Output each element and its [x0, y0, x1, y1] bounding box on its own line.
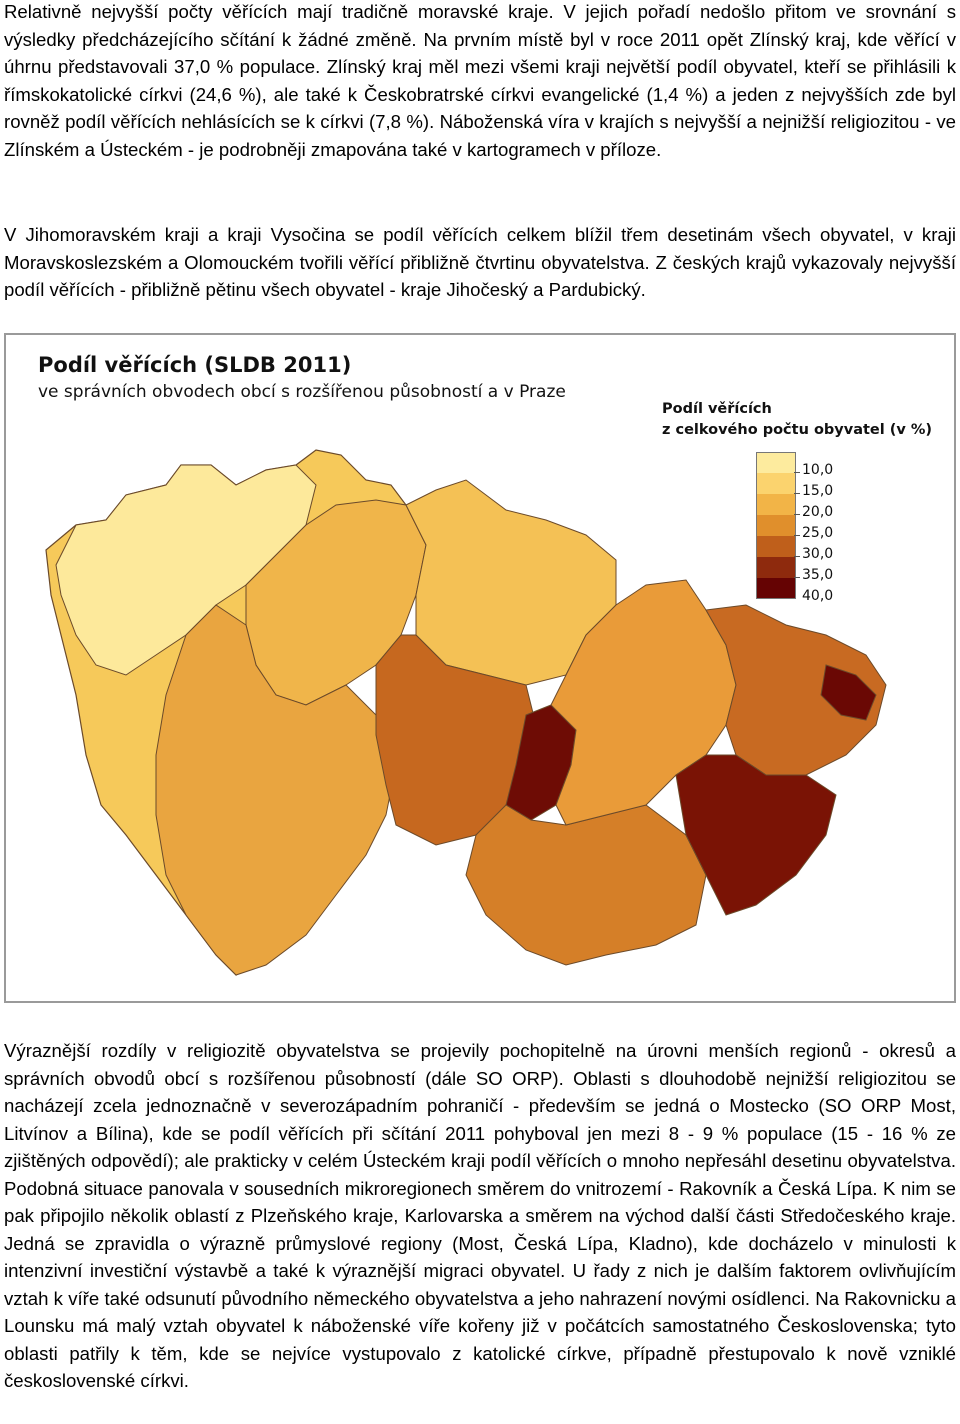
legend-swatch	[756, 578, 796, 599]
legend-title-line2: z celkového počtu obyvatel (v %)	[662, 422, 933, 438]
legend-label: 10,0	[802, 462, 834, 478]
legend-row: 15,0	[756, 473, 846, 499]
legend-row: 40,0	[756, 578, 846, 604]
legend-tick	[794, 577, 800, 578]
legend-row: 30,0	[756, 536, 846, 562]
czech-choropleth-map	[45, 449, 887, 977]
legend-label: 40,0	[802, 588, 834, 604]
legend-row: 35,0	[756, 557, 846, 583]
intro-paragraph: Relativně nejvyšší počty věřících mají t…	[4, 1, 956, 160]
legend-label: 20,0	[802, 504, 834, 520]
map-subtitle: ve správních obvodech obcí s rozšířenou …	[38, 382, 566, 402]
legend-label: 35,0	[802, 567, 834, 583]
map-region-moravian-silesian	[705, 604, 887, 776]
legend-label: 15,0	[802, 483, 834, 499]
regional-paragraph: V Jihomoravském kraji a kraji Vysočina s…	[4, 224, 956, 300]
legend-row: 25,0	[756, 515, 846, 541]
map-region-south-moravia	[465, 804, 707, 966]
legend-swatch	[756, 536, 796, 557]
map-region-south-bohemia	[155, 604, 397, 976]
legend-title: Podíl věřících z celkového počtu obyvate…	[662, 399, 932, 441]
map-title: Podíl věřících (SLDB 2011)	[38, 353, 352, 377]
legend-tick	[794, 556, 800, 557]
map-region-beskydy	[820, 664, 877, 721]
map-region-zlin	[675, 754, 837, 916]
legend-label: 30,0	[802, 546, 834, 562]
legend-swatch	[756, 557, 796, 578]
legend-tick	[794, 514, 800, 515]
religion-map-figure: Podíl věřících (SLDB 2011) ve správních …	[4, 333, 956, 1003]
legend-swatch	[756, 473, 796, 494]
legend-swatch	[756, 452, 796, 473]
legend-tick	[794, 535, 800, 536]
legend-row: 20,0	[756, 494, 846, 520]
detail-paragraph: Výraznější rozdíly v religiozitě obyvate…	[4, 1040, 956, 1391]
legend-tick	[794, 493, 800, 494]
legend-swatch	[756, 494, 796, 515]
legend-title-line1: Podíl věřících	[662, 401, 772, 417]
legend-swatch	[756, 515, 796, 536]
map-legend: 10,0 15,0 20,0 25,0 30,0 35,0 40,0	[756, 452, 846, 604]
legend-tick	[794, 472, 800, 473]
legend-row: 10,0	[756, 452, 846, 478]
legend-label: 25,0	[802, 525, 834, 541]
